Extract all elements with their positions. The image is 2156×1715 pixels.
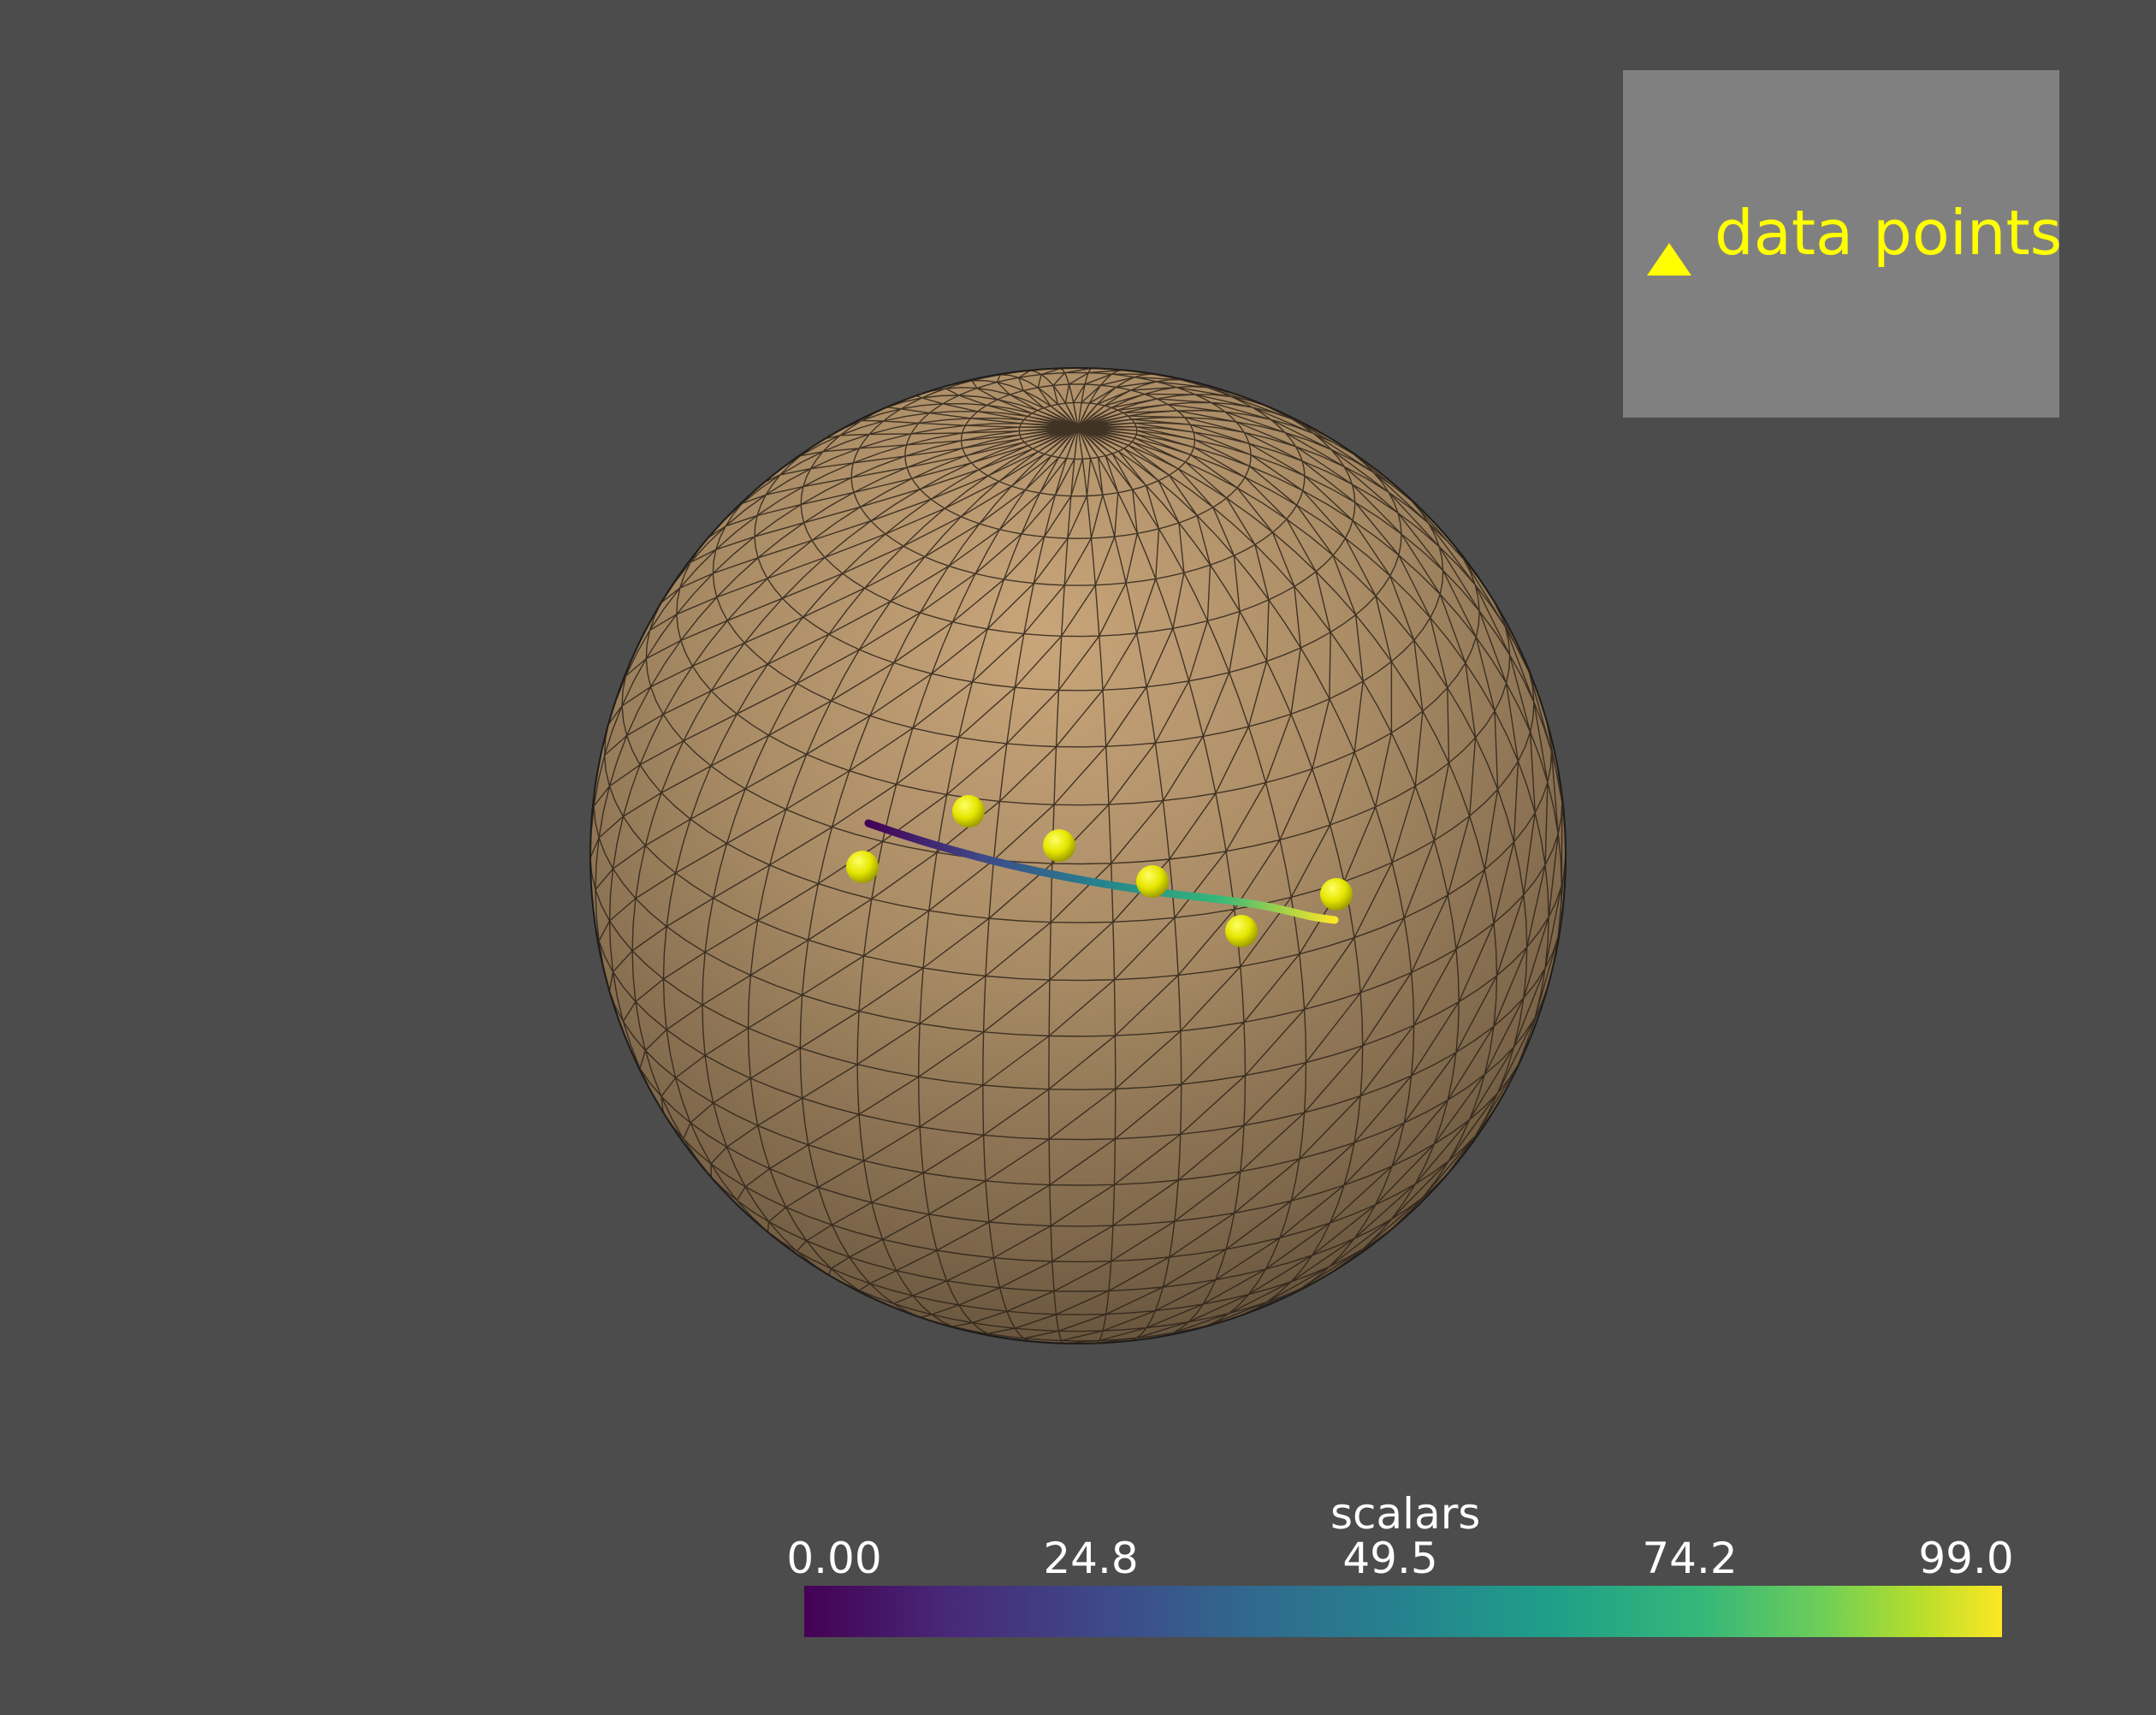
colorbar-tick: 74.2 — [1642, 1534, 1738, 1583]
data-point — [846, 851, 879, 883]
data-point — [1225, 915, 1258, 947]
triangle-icon — [1647, 243, 1691, 276]
colorbar-tick: 99.0 — [1918, 1534, 2014, 1583]
sphere-mesh-wireframe — [590, 368, 1566, 1344]
data-point — [952, 795, 985, 828]
colorbar-tick: 49.5 — [1342, 1534, 1438, 1583]
colorbar-tick: 24.8 — [1043, 1534, 1139, 1583]
legend: data points — [1623, 70, 2063, 418]
colorbar-tick: 0.00 — [786, 1534, 882, 1583]
spline-line — [864, 819, 1339, 924]
data-point — [1136, 865, 1169, 898]
legend-label: data points — [1715, 197, 2063, 269]
colorbar — [804, 1586, 2002, 1637]
data-points — [846, 795, 1353, 947]
colorbar-title: scalars — [1330, 1489, 1481, 1539]
mesh-edges — [590, 368, 1566, 1344]
data-point — [1043, 829, 1075, 862]
data-point — [1320, 878, 1353, 911]
